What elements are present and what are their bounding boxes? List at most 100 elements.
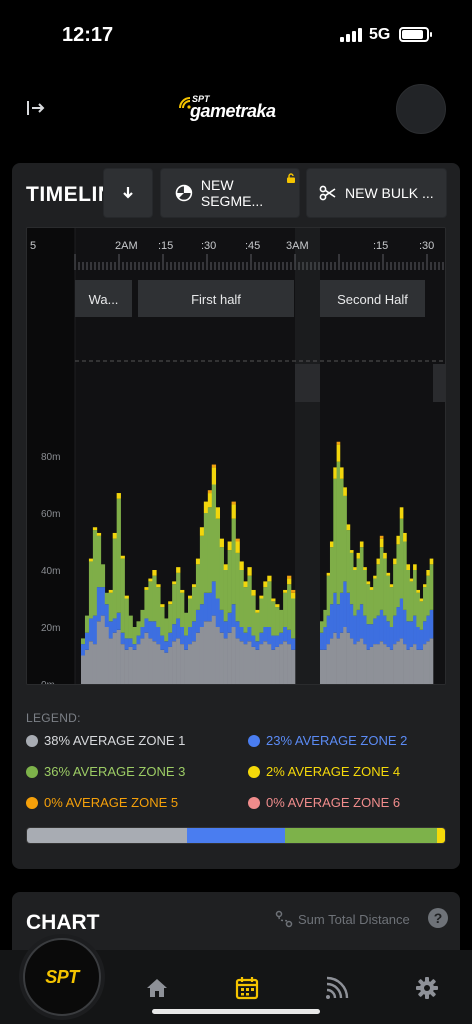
bar-zone-1 — [100, 615, 106, 684]
bar-zone-1 — [84, 649, 90, 684]
bar-zone-2 — [124, 638, 129, 650]
bar-zone-4 — [215, 507, 221, 519]
pie-chart-icon — [175, 184, 193, 202]
bar-zone-3 — [120, 558, 125, 633]
legend: LEGEND: 38% AVERAGE ZONE 1 23% AVERAGE ZO… — [26, 711, 446, 844]
bar-zone-2 — [287, 629, 292, 645]
bar-zone-3 — [207, 507, 213, 593]
bar-zone-3 — [429, 564, 434, 610]
bar-zone-1 — [184, 649, 189, 684]
bar-zone-1 — [251, 646, 256, 684]
bar-zone-3 — [413, 570, 417, 616]
bar-zone-3 — [383, 558, 387, 616]
bar-zone-1 — [104, 627, 110, 684]
bar-zone-2 — [112, 618, 117, 633]
bar-zone-1 — [227, 632, 232, 684]
spt-home-fab[interactable]: SPT — [23, 938, 101, 1016]
bar-zone-2 — [255, 641, 260, 650]
bar-zone-1 — [403, 644, 407, 684]
bar-zone-1 — [132, 649, 137, 684]
bar-zone-3 — [168, 604, 173, 633]
bar-zone-3 — [100, 564, 106, 588]
bar-zone-2 — [379, 609, 384, 642]
distribution-segment-zone-3 — [284, 828, 437, 843]
bar-zone-4 — [383, 552, 387, 559]
bar-zone-4 — [108, 589, 114, 593]
bar-zone-3 — [104, 592, 110, 605]
bar-zone-2 — [343, 581, 347, 627]
bar-zone-1 — [172, 641, 177, 684]
bar-zone-2 — [168, 632, 173, 647]
bar-zone-3 — [376, 564, 381, 616]
bar-zone-3 — [291, 598, 296, 639]
bar-zone-4 — [255, 609, 260, 613]
bar-zone-3 — [399, 518, 404, 599]
bar-zone-4 — [148, 578, 153, 582]
bar-zone-4 — [88, 558, 94, 562]
bar-zone-1 — [333, 632, 337, 684]
bar-zone-4 — [389, 584, 394, 588]
legend-label: 2% AVERAGE ZONE 4 — [266, 764, 401, 779]
bar-zone-2 — [164, 641, 169, 653]
bar-zone-4 — [373, 575, 377, 579]
bar-zone-1 — [223, 638, 228, 684]
legend-label: 0% AVERAGE ZONE 5 — [44, 795, 179, 810]
bar-zone-4 — [235, 541, 240, 553]
bar-zone-1 — [255, 649, 260, 684]
bar-zone-2 — [120, 632, 125, 645]
bar-zone-2 — [323, 627, 327, 650]
bar-zone-3 — [172, 584, 177, 625]
route-icon — [275, 910, 293, 928]
bar-zone-2 — [116, 612, 121, 630]
bar-zone-3 — [423, 587, 427, 622]
bar-zone-2 — [369, 624, 374, 647]
bar-zone-4 — [409, 578, 414, 582]
bar-zone-3 — [243, 587, 248, 633]
bar-zone-1 — [396, 641, 401, 684]
new-segment-button[interactable]: NEW SEGME... — [161, 169, 299, 217]
bar-zone-3 — [287, 584, 292, 630]
bar-zone-3 — [152, 575, 157, 622]
bar-zone-1 — [283, 641, 288, 684]
bar-zone-1 — [156, 644, 161, 684]
download-button[interactable] — [104, 169, 152, 217]
bar-zone-3 — [247, 575, 252, 627]
bar-zone-2 — [104, 604, 110, 627]
home-icon[interactable] — [144, 975, 170, 1001]
bar-zone-1 — [379, 641, 384, 684]
bar-zone-4 — [419, 598, 424, 602]
avatar[interactable] — [396, 84, 446, 134]
legend-item-zone-6: 0% AVERAGE ZONE 6 — [248, 795, 400, 810]
signal-icon[interactable] — [324, 975, 350, 1001]
help-icon[interactable]: ? — [428, 908, 448, 928]
bar-zone-4 — [343, 487, 347, 496]
bar-zone-4 — [239, 561, 244, 570]
bar-zone-4 — [160, 604, 165, 608]
bar-zone-2 — [132, 644, 137, 650]
bar-zone-3 — [323, 609, 327, 627]
bar-zone-4 — [188, 595, 193, 599]
bar-zone-1 — [287, 644, 292, 684]
bar-zone-1 — [329, 638, 334, 684]
exit-icon[interactable] — [24, 96, 48, 120]
bar-zone-1 — [406, 649, 411, 684]
bar-zone-3 — [148, 581, 153, 622]
bar-zone-4 — [191, 584, 197, 588]
bar-zone-3 — [271, 601, 276, 636]
bar-zone-1 — [320, 649, 324, 684]
metric-selector[interactable]: Sum Total Distance — [274, 909, 410, 929]
bar-zone-4 — [112, 532, 117, 539]
new-bulk-button[interactable]: NEW BULK ... — [307, 169, 446, 217]
bar-zone-2 — [128, 638, 133, 647]
bar-zone-4 — [172, 581, 177, 585]
calendar-icon[interactable] — [234, 975, 260, 1001]
bar-zone-4 — [283, 589, 288, 593]
y-tick-label: 60m — [41, 509, 60, 520]
bar-zone-4 — [386, 572, 391, 576]
bar-zone-4 — [180, 589, 185, 593]
bar-zone-2 — [291, 638, 296, 650]
bar-zone-3 — [180, 592, 185, 627]
bar-zone-2 — [346, 592, 351, 633]
settings-gear-icon[interactable] — [414, 975, 440, 1001]
